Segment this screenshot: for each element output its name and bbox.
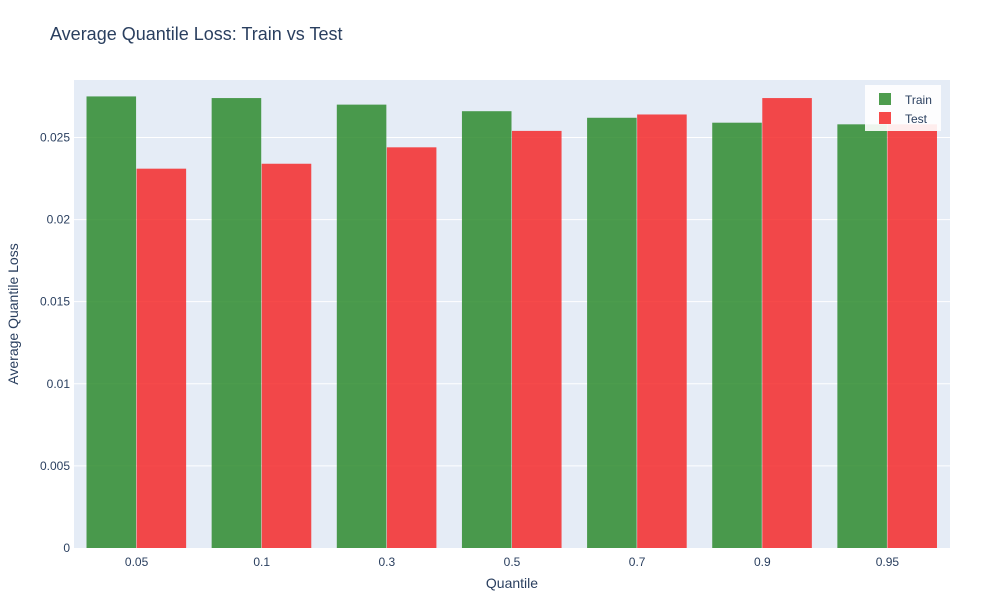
bars [86,96,937,549]
bar-train-0.1[interactable] [211,98,262,548]
y-tick-label: 0.025 [40,130,70,144]
x-axis-title: Quantile [486,575,538,591]
bar-test-0.95[interactable] [887,124,937,548]
x-tick-label: 0.3 [379,555,396,569]
y-tick-label: 0.01 [47,377,71,391]
bar-test-0.05[interactable] [136,168,187,548]
legend: Train Test [865,85,941,131]
legend-swatch-test [879,112,891,124]
chart-title: Average Quantile Loss: Train vs Test [50,24,343,44]
bar-train-0.9[interactable] [712,122,762,549]
bar-test-0.3[interactable] [386,147,437,549]
bar-train-0.05[interactable] [86,96,137,548]
y-tick-label: 0.02 [47,213,71,227]
bar-test-0.1[interactable] [261,163,312,548]
bar-train-0.5[interactable] [461,111,512,548]
x-tick-label: 0.9 [754,555,771,569]
y-tick-label: 0 [63,541,70,555]
bar-train-0.7[interactable] [587,117,637,548]
x-axis-ticks: 0.05 0.1 0.3 0.5 0.7 0.9 0.95 [125,555,900,569]
legend-box [865,85,941,131]
legend-swatch-train [879,93,891,105]
legend-label-train[interactable]: Train [905,93,932,107]
bar-train-0.95[interactable] [837,124,887,548]
y-axis-title: Average Quantile Loss [5,243,21,384]
bar-test-0.5[interactable] [512,130,562,548]
legend-label-test[interactable]: Test [905,112,928,126]
x-tick-label: 0.7 [629,555,646,569]
y-axis-ticks: 0 0.005 0.01 0.015 0.02 0.025 [40,130,70,555]
x-tick-label: 0.95 [876,555,900,569]
y-tick-label: 0.005 [40,459,70,473]
x-tick-label: 0.5 [504,555,521,569]
bar-test-0.9[interactable] [762,98,812,548]
x-tick-label: 0.1 [253,555,270,569]
bar-test-0.7[interactable] [637,114,687,549]
x-tick-label: 0.05 [125,555,149,569]
y-tick-label: 0.015 [40,295,70,309]
bar-train-0.3[interactable] [336,104,387,548]
